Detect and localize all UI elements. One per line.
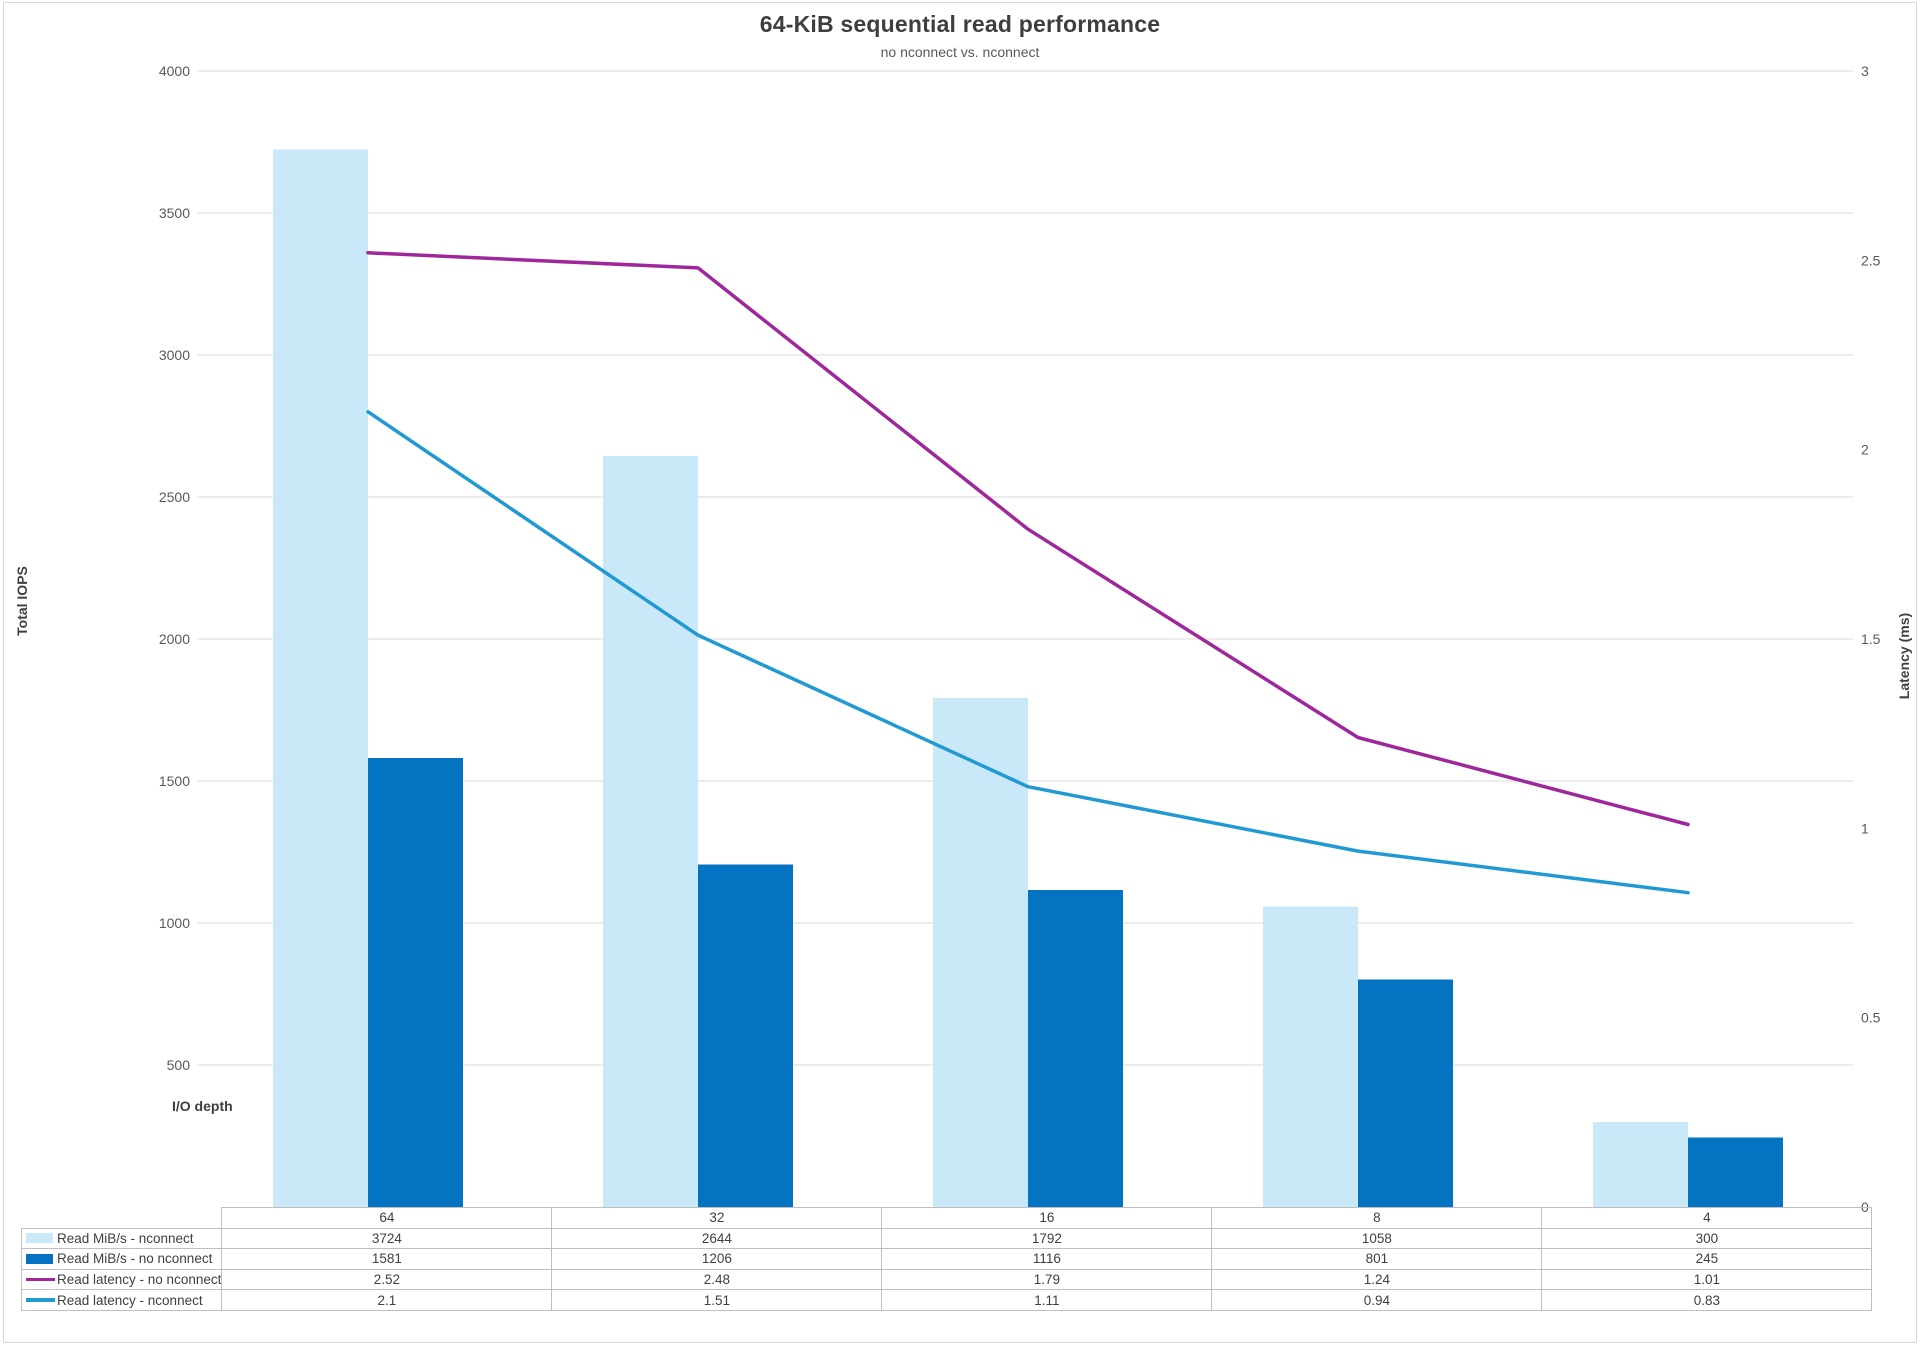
value-cell: 2.52 xyxy=(221,1268,553,1291)
table-row-read-latency-nconnect: Read latency - nconnect 2.1 1.51 1.11 0.94 0.… xyxy=(20,1289,1873,1311)
table-row-read-latency-no-nconnect: Read latency - no nconnect 2.52 2.48 1.79 1.… xyxy=(20,1268,1873,1291)
bar-read-mib-s-nconnect-64 xyxy=(273,149,368,1207)
right-axis-tick-label: 2 xyxy=(1861,442,1869,458)
legend-label: Read latency - no nconnect xyxy=(57,1272,222,1288)
right-axis-title: Latency (ms) xyxy=(1896,612,1912,700)
legend-cell-read-latency-nconnect: Read latency - nconnect xyxy=(20,1289,223,1311)
bar-read-mib-s-nconnect-32 xyxy=(603,456,698,1207)
value-cell: 2.1 xyxy=(221,1289,553,1311)
category-header-cell: 8 xyxy=(1211,1207,1543,1229)
table-corner-empty-cell xyxy=(22,1208,222,1229)
value-cell: 1581 xyxy=(221,1248,553,1270)
bar-swatch-icon-read-mib-s-no-nconnect xyxy=(26,1253,53,1264)
legend-cell-read-mib-s-nconnect: Read MiB/s - nconnect xyxy=(20,1227,223,1250)
bar-series-group xyxy=(273,149,1783,1207)
bar-read-mib-s-nconnect-16 xyxy=(933,698,1028,1207)
value-cell: 1.24 xyxy=(1211,1268,1543,1291)
right-axis-tick-label: 0 xyxy=(1861,1199,1869,1215)
left-axis-tick-label: 2000 xyxy=(159,631,190,647)
right-axis-tick-labels: 0 0.5 1 1.5 2 2.5 3 xyxy=(1861,63,1881,1215)
right-axis-tick-label: 2.5 xyxy=(1861,252,1881,268)
right-axis-tick-label: 0.5 xyxy=(1861,1010,1881,1026)
value-cell: 1.51 xyxy=(551,1289,883,1311)
chart-title: 64-KiB sequential read performance xyxy=(759,11,1161,37)
value-cell: 1116 xyxy=(881,1248,1213,1270)
value-cell: 1.11 xyxy=(881,1289,1213,1311)
left-axis-tick-label: 4000 xyxy=(159,63,190,79)
bar-read-mib-s-no-nconnect-4 xyxy=(1688,1137,1783,1207)
value-cell: 0.83 xyxy=(1541,1289,1873,1311)
value-cell: 2644 xyxy=(551,1227,883,1250)
category-header-cell: 64 xyxy=(221,1207,553,1229)
left-axis-tick-label: 3500 xyxy=(159,205,190,221)
bar-read-mib-s-no-nconnect-16 xyxy=(1028,890,1123,1207)
category-header-cell: 32 xyxy=(551,1207,883,1229)
line-swatch-icon-read-latency-nconnect xyxy=(26,1298,55,1302)
line-swatch-icon-read-latency-no-nconnect xyxy=(26,1277,55,1282)
bar-read-mib-s-no-nconnect-8 xyxy=(1358,979,1453,1207)
value-cell: 300 xyxy=(1541,1227,1873,1250)
bar-read-mib-s-nconnect-4 xyxy=(1593,1121,1688,1207)
category-header-cell: 16 xyxy=(881,1207,1213,1229)
bar-swatch-icon-read-mib-s-nconnect xyxy=(26,1233,53,1244)
left-axis-title: Total IOPS xyxy=(14,566,30,636)
right-axis-tick-label: 3 xyxy=(1861,63,1869,79)
bar-read-mib-s-no-nconnect-32 xyxy=(698,864,793,1207)
bar-read-mib-s-no-nconnect-64 xyxy=(368,757,463,1207)
value-cell: 245 xyxy=(1541,1248,1873,1270)
bar-read-mib-s-nconnect-8 xyxy=(1263,906,1358,1207)
value-cell: 1206 xyxy=(551,1248,883,1270)
bar-series-read-mib-s-no-nconnect xyxy=(368,757,1783,1207)
table-row-read-mib-s-nconnect: Read MiB/s - nconnect 3724 2644 1792 1058 300 xyxy=(20,1227,1873,1250)
table-header-row: 64 32 16 8 4 xyxy=(22,1207,1873,1229)
line-read-latency-no-nconnect xyxy=(366,251,1690,827)
left-axis-tick-label: 500 xyxy=(167,1057,191,1073)
bar-series-read-mib-s-nconnect xyxy=(273,149,1688,1207)
value-cell: 1.79 xyxy=(881,1268,1213,1291)
legend-label: Read MiB/s - nconnect xyxy=(57,1230,194,1246)
legend-label: Read MiB/s - no nconnect xyxy=(57,1251,213,1267)
legend-cell-read-mib-s-no-nconnect: Read MiB/s - no nconnect xyxy=(20,1248,223,1270)
chart-data-table: 64 32 16 8 4 Read MiB/s - nconnect 3724 2644 179… xyxy=(20,1207,1873,1311)
line-read-latency-nconnect xyxy=(366,410,1690,895)
chart-subtitle: no nconnect vs. nconnect xyxy=(880,44,1040,60)
value-cell: 1792 xyxy=(881,1227,1213,1250)
x-axis-title: I/O depth xyxy=(172,1098,233,1114)
left-axis-tick-label: 1500 xyxy=(159,773,190,789)
right-axis-tick-label: 1 xyxy=(1861,820,1869,836)
right-axis-tick-label: 1.5 xyxy=(1861,631,1881,647)
gridlines xyxy=(197,70,1853,1066)
left-axis-tick-label: 3000 xyxy=(159,347,190,363)
category-header-cell: 4 xyxy=(1541,1207,1873,1229)
left-axis-tick-label: 1000 xyxy=(159,915,190,931)
value-cell: 1.01 xyxy=(1541,1268,1873,1291)
left-axis-tick-labels: 500 1000 1500 2000 2500 3000 3500 4000 xyxy=(159,63,190,1073)
value-cell: 3724 xyxy=(221,1227,553,1250)
legend-cell-read-latency-no-nconnect: Read latency - no nconnect xyxy=(20,1268,223,1291)
value-cell: 2.48 xyxy=(551,1268,883,1291)
value-cell: 0.94 xyxy=(1211,1289,1543,1311)
table-row-read-mib-s-no-nconnect: Read MiB/s - no nconnect 1581 1206 1116 801 2… xyxy=(20,1248,1873,1270)
legend-label: Read latency - nconnect xyxy=(57,1292,203,1308)
value-cell: 801 xyxy=(1211,1248,1543,1270)
value-cell: 1058 xyxy=(1211,1227,1543,1250)
left-axis-tick-label: 2500 xyxy=(159,489,190,505)
